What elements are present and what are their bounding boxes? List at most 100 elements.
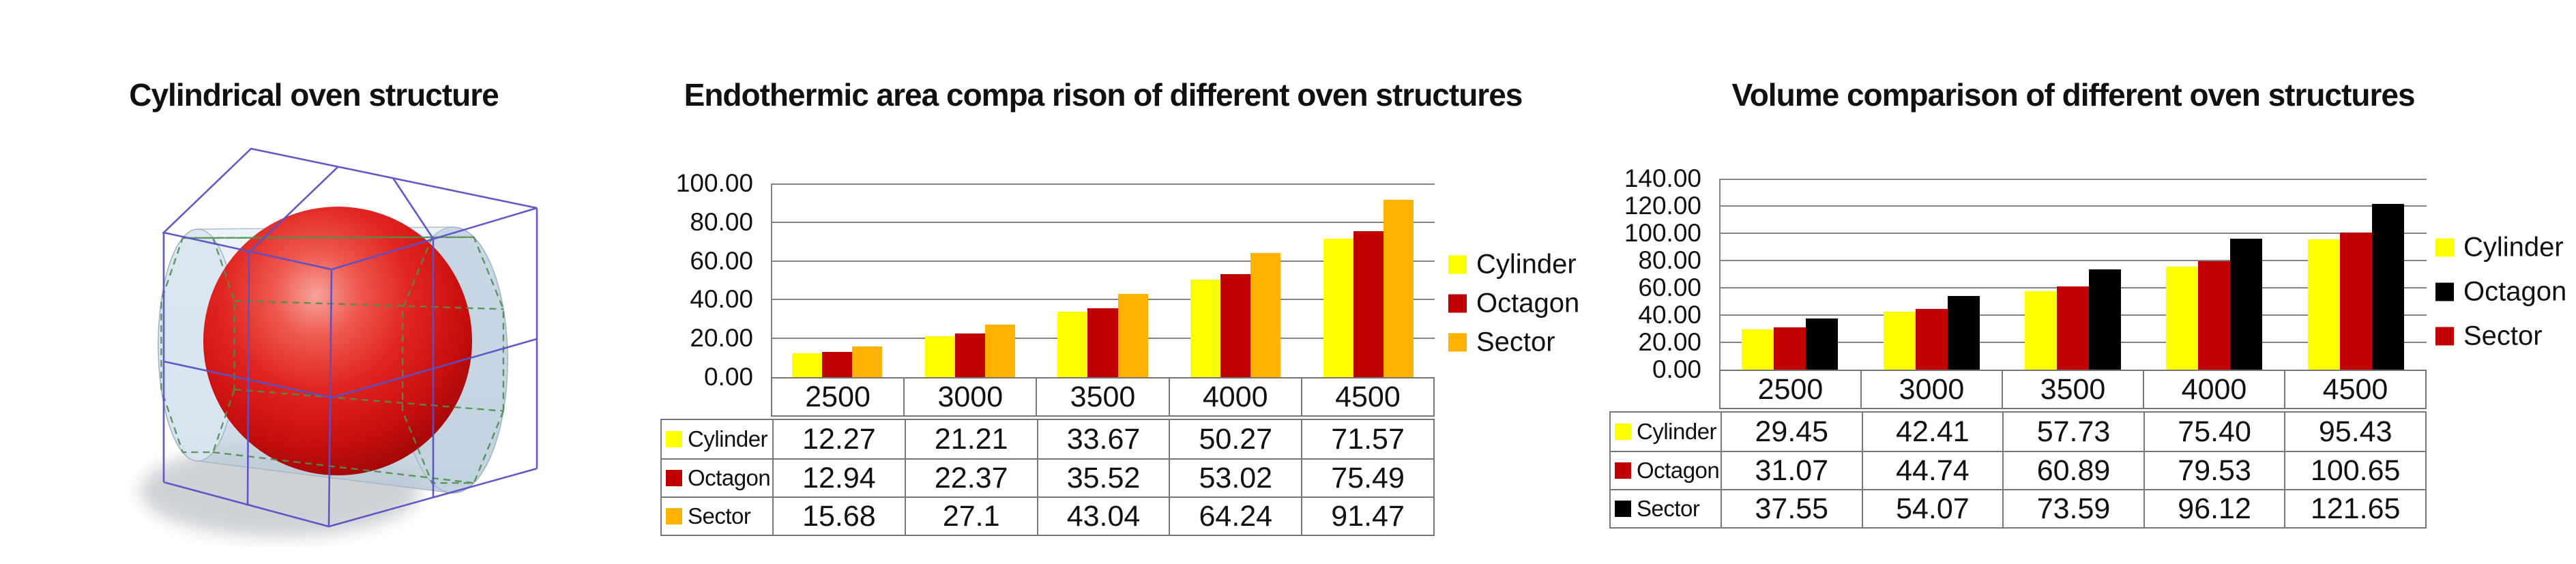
legend-label: Cylinder	[2463, 232, 2564, 263]
oven-3d-model	[140, 147, 538, 537]
octagon-bar-2500	[822, 352, 853, 377]
table-value-cell: 60.89	[2002, 451, 2143, 489]
gridline	[771, 260, 1435, 262]
table-value-cell: 29.45	[1721, 413, 1862, 451]
table-row-header-cylinder: Cylinder	[1611, 413, 1721, 451]
series-name: Cylinder	[1637, 419, 1717, 444]
sector-bar-4000	[2230, 238, 2263, 370]
table-value-cell: 22.37	[904, 458, 1037, 496]
legend-item-sector: Sector	[2435, 321, 2543, 352]
y-tick-label: 60.00	[690, 246, 753, 275]
sector-bar-3500	[2089, 269, 2121, 370]
table-value-cell: 79.53	[2143, 451, 2285, 489]
box-wireframe	[162, 147, 538, 528]
table-value-cell: 95.43	[2284, 413, 2425, 451]
category-label: 4000	[2143, 371, 2284, 408]
category-label: 3000	[1860, 371, 2002, 408]
octagon-legend-key	[1448, 294, 1467, 313]
gridline	[1719, 260, 2427, 261]
y-tick-label: 60.00	[1638, 273, 1701, 301]
sector-bar-2500	[852, 346, 883, 377]
data-table: Cylinder 29.45 42.41 57.73 75.40 95.43 Octagon…	[1609, 411, 2427, 529]
octagon-bar-3500	[1087, 308, 1118, 377]
octagon-prism-wireframe	[160, 236, 505, 484]
cylinder-bar-3500	[2024, 291, 2057, 370]
gridline	[771, 221, 1435, 223]
legend-label: Octagon	[2463, 276, 2567, 307]
legend-item-cylinder: Cylinder	[1448, 250, 1577, 280]
legend-item-cylinder: Cylinder	[2435, 233, 2564, 263]
octagon-bar-3500	[2056, 286, 2089, 370]
cylinder-bar-2500	[792, 353, 823, 377]
table-value-cell: 96.12	[2143, 489, 2285, 527]
cylinder-table-key	[1615, 424, 1631, 440]
sector-table-key	[666, 508, 682, 524]
y-axis-line	[771, 183, 772, 377]
octagon-bar-2500	[1774, 327, 1806, 370]
legend-label: Octagon	[1476, 288, 1580, 318]
table-value-cell: 12.27	[772, 420, 905, 458]
sphere-shape	[203, 207, 472, 475]
cylinder-bar-4500	[1323, 238, 1353, 377]
y-axis-line	[1719, 179, 1721, 370]
gridline	[771, 183, 1435, 185]
series-name: Cylinder	[688, 426, 768, 451]
category-label: 3000	[903, 379, 1036, 415]
cylinder-bar-4500	[2307, 239, 2340, 370]
table-value-cell: 100.65	[2284, 451, 2425, 489]
legend-label: Cylinder	[1476, 249, 1577, 280]
legend-item-sector: Sector	[1448, 327, 1555, 358]
table-value-cell: 121.65	[2284, 489, 2425, 527]
category-label: 2500	[1757, 372, 1824, 406]
series-name: Octagon	[688, 465, 771, 490]
series-name: Sector	[1637, 496, 1700, 521]
cylinder-table-key	[666, 431, 682, 447]
y-tick-label: 80.00	[1638, 246, 1701, 274]
left-panel-title: Cylindrical oven structure	[129, 77, 499, 113]
cylinder-bar-4000	[2166, 267, 2199, 370]
data-table: Cylinder 12.27 21.21 33.67 50.27 71.57 Octagon…	[660, 419, 1435, 536]
sector-legend-key	[2435, 327, 2454, 346]
table-value-cell: 73.59	[2002, 489, 2143, 527]
category-label: 4500	[2284, 371, 2425, 408]
octagon-legend-key	[2435, 282, 2454, 301]
table-row-header-octagon: Octagon	[662, 458, 772, 496]
octagon-table-key	[666, 470, 682, 486]
table-value-cell: 37.55	[1721, 489, 1862, 527]
plot-area	[771, 183, 1435, 377]
y-tick-label: 40.00	[690, 285, 753, 314]
category-label: 3500	[2002, 371, 2143, 408]
octagon-table-key	[1615, 462, 1631, 479]
cylinder-bar-3500	[1057, 312, 1088, 377]
gridline	[1719, 179, 2427, 180]
table-value-cell: 12.94	[772, 458, 905, 496]
sector-table-key	[1615, 501, 1631, 517]
cylinder-bar-2500	[1742, 329, 1774, 370]
octagon-bar-4500	[1353, 231, 1384, 377]
cylinder-legend-key	[2435, 238, 2454, 257]
legend-item-octagon: Octagon	[1448, 288, 1579, 319]
legend-item-octagon: Octagon	[2435, 277, 2566, 308]
category-label: 4500	[1300, 379, 1433, 415]
table-value-cell: 42.41	[1861, 413, 2003, 451]
octagon-bar-3000	[954, 333, 985, 377]
table-row-header-sector: Sector	[662, 496, 772, 535]
plot-area	[1719, 179, 2427, 370]
cylinder-bar-4000	[1190, 280, 1221, 377]
table-value-cell: 57.73	[2002, 413, 2143, 451]
table-value-cell: 44.74	[1861, 451, 2003, 489]
chart-title: Volume comparison of different oven stru…	[1731, 77, 2415, 113]
category-label: 3500	[1036, 379, 1168, 415]
y-tick-label: 0.00	[1652, 355, 1701, 383]
y-tick-label: 20.00	[690, 324, 753, 353]
y-tick-label: 20.00	[1638, 328, 1701, 356]
y-tick-label: 100.00	[1624, 219, 1701, 247]
legend-label: Sector	[2463, 321, 2543, 351]
octagon-bar-4000	[1220, 274, 1251, 377]
table-value-cell: 21.21	[904, 420, 1037, 458]
series-name: Sector	[688, 503, 751, 529]
octagon-bar-4000	[2198, 261, 2231, 370]
table-value-cell: 33.67	[1036, 420, 1169, 458]
table-value-cell: 27.1	[904, 496, 1037, 535]
